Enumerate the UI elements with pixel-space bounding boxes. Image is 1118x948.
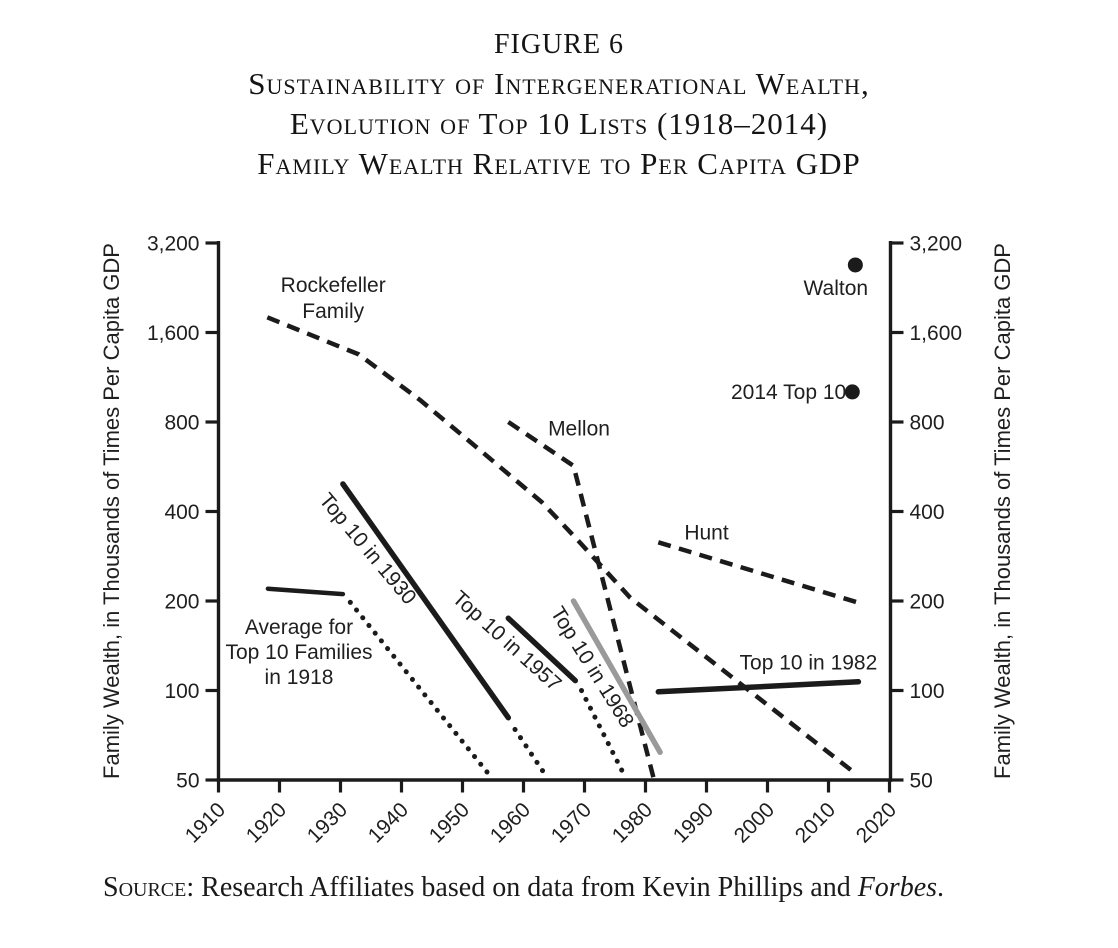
figure-title-line-1: Sustainability of Intergenerational Weal… — [248, 66, 870, 101]
y-tick-label-right-100: 100 — [910, 680, 945, 703]
x-tick-label-2010: 2010 — [791, 798, 840, 847]
series-top10-1982 — [655, 679, 862, 695]
mellon-label: Mellon — [548, 418, 610, 441]
figure-header: FIGURE 6 Sustainability of Intergenerati… — [0, 26, 1118, 184]
top10-2014-label-line-1: 2014 Top 10 — [731, 381, 846, 404]
series-lines — [265, 257, 863, 782]
marker-top10-2014 — [844, 384, 860, 400]
walton-label: Walton — [804, 277, 869, 300]
y-tick-label-right-3200: 3,200 — [910, 233, 963, 256]
y-tick-label-left-200: 200 — [164, 591, 199, 614]
figure-label: FIGURE 6 — [493, 29, 625, 60]
x-tick-label-1950: 1950 — [425, 798, 474, 847]
series-top10-1957-dotted — [579, 688, 628, 780]
top10-1982-label-line-1: Top 10 in 1982 — [740, 652, 878, 675]
source-prefix: Source: — [103, 872, 195, 903]
source-text: Research Affiliates based on data from K… — [194, 872, 858, 903]
y-tick-label-left-100: 100 — [164, 680, 199, 703]
y-tick-label-right-50: 50 — [910, 770, 933, 793]
y-tick-label-right-200: 200 — [910, 591, 945, 614]
series-avg-1918-dotted — [347, 599, 495, 782]
avg-1918-label-line-3: in 1918 — [265, 666, 334, 689]
figure-title-line-3: Family Wealth Relative to Per Capita GDP — [257, 146, 861, 181]
x-tick-label-2020: 2020 — [852, 798, 901, 847]
avg-1918-label-line-2: Top 10 Families — [225, 641, 372, 664]
series-top10-1930-dotted — [512, 726, 551, 782]
y-tick-label-left-50: 50 — [176, 770, 199, 793]
x-tick-label-1920: 1920 — [242, 798, 291, 847]
series-top10-1968 — [570, 598, 663, 755]
y-tick-label-right-800: 800 — [910, 412, 945, 435]
mellon-label-line-1: Mellon — [548, 418, 610, 441]
rockefeller-label: Rockefeller Family — [281, 274, 386, 323]
hunt-label: Hunt — [684, 522, 729, 545]
rockefeller-label-line-1: Rockefeller — [281, 274, 386, 297]
source-publication: Forbes — [857, 872, 938, 903]
series-rockefeller — [266, 315, 859, 777]
x-tick-label-1970: 1970 — [547, 798, 596, 847]
y-tick-label-left-1600: 1,600 — [147, 322, 200, 345]
x-tick-label-1940: 1940 — [364, 798, 413, 847]
x-tick-label-1990: 1990 — [669, 798, 718, 847]
top10-1957-label: Top 10 in 1957 — [448, 587, 566, 696]
x-tick-label-1930: 1930 — [303, 798, 352, 847]
y-tick-label-left-800: 800 — [164, 412, 199, 435]
marker-walton — [847, 257, 863, 273]
top10-1982-label: Top 10 in 1982 — [740, 652, 878, 675]
x-tick-label-1960: 1960 — [486, 798, 535, 847]
y-axis-title-right: Family Wealth, in Thousands of Times Per… — [990, 243, 1015, 779]
series-hunt — [657, 540, 858, 605]
source-suffix: . — [937, 872, 945, 903]
top10-2014-label: 2014 Top 10 — [731, 381, 846, 404]
y-tick-label-right-1600: 1,600 — [910, 322, 963, 345]
y-tick-label-right-400: 400 — [910, 501, 945, 524]
x-tick-label-1910: 1910 — [181, 798, 230, 847]
source-note: Source: Research Affiliates based on dat… — [103, 872, 944, 904]
figure-title-line-2: Evolution of Top 10 Lists (1918–2014) — [289, 106, 829, 141]
avg-1918-label-line-1: Average for — [245, 616, 353, 639]
series-top10-1930-solid — [340, 481, 512, 721]
y-tick-label-left-3200: 3,200 — [147, 233, 200, 256]
series-avg-1918-solid — [265, 586, 346, 597]
hunt-label-line-1: Hunt — [684, 522, 729, 545]
x-tick-label-1980: 1980 — [608, 798, 657, 847]
top10-1957-label-line-1: Top 10 in 1957 — [448, 587, 566, 696]
rockefeller-label-line-2: Family — [302, 300, 364, 323]
series-mellon — [507, 420, 656, 778]
series-top10-1957-solid — [505, 615, 579, 684]
y-tick-label-left-400: 400 — [164, 501, 199, 524]
x-tick-label-2000: 2000 — [730, 798, 779, 847]
walton-label-line-1: Walton — [804, 277, 869, 300]
axes: 50 50 100 100 200 200 400 400 800 800 1,600 1,600 3,… — [147, 233, 962, 848]
series-labels: Rockefeller Family Mellon Hunt Top 10 in 198… — [225, 274, 877, 732]
y-axis-title-left: Family Wealth, in Thousands of Times Per… — [99, 243, 124, 779]
